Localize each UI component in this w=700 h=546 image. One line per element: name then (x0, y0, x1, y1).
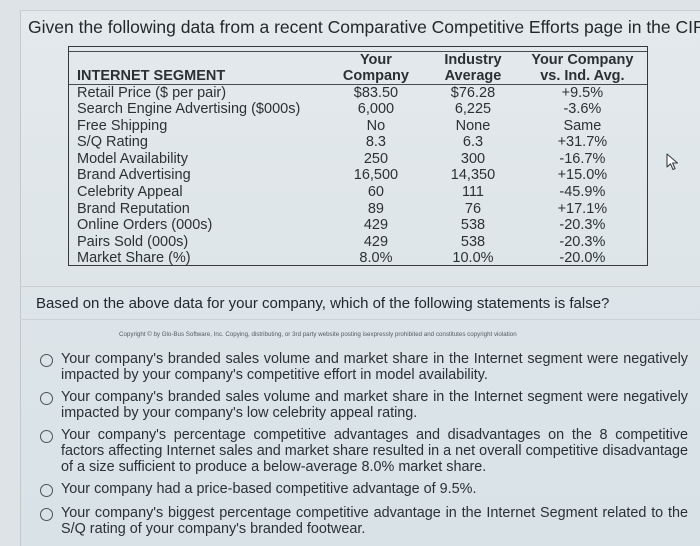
radio-button-icon[interactable] (40, 392, 53, 405)
cell-industry-avg: 14,350 (450, 167, 496, 184)
cell-industry-avg: 538 (460, 233, 486, 250)
cell-vs-ind-avg: -45.9% (559, 184, 606, 201)
header-vs-line1: Your Company (531, 51, 634, 68)
table-row: S/Q Rating 8.3 6.3 +31.7% (69, 134, 647, 151)
section-divider (20, 286, 700, 287)
cell-industry-avg: None (455, 117, 491, 134)
cell-your-company: 16,500 (353, 167, 399, 184)
header-industry-line2: Average (444, 67, 502, 84)
cell-vs-ind-avg: -20.3% (559, 217, 606, 234)
table-row: Free Shipping No None Same (69, 118, 647, 135)
cell-your-company: 6,000 (357, 101, 395, 118)
cell-vs-ind-avg: -20.3% (559, 233, 606, 250)
header-vs-line2: vs. Ind. Avg. (540, 67, 625, 84)
cell-industry-avg: 6,225 (454, 101, 492, 118)
cell-your-company: 8.0% (359, 250, 393, 267)
cell-your-company: 8.3 (365, 134, 387, 151)
cell-vs-ind-avg: +9.5% (561, 84, 604, 101)
answer-option-2[interactable]: Your company's branded sales volume and … (40, 389, 688, 421)
cell-vs-ind-avg: +15.0% (557, 167, 608, 184)
table-row: Pairs Sold (000s) 429 538 -20.3% (69, 234, 647, 251)
cell-industry-avg: 538 (460, 217, 486, 234)
table-row: Retail Price ($ per pair) $83.50 $76.28 +9.… (69, 84, 647, 101)
table-row: Online Orders (000s) 429 538 -20.3% (69, 217, 647, 234)
header-industry-line1: Industry (444, 51, 502, 68)
table-row: Search Engine Advertising ($000s) 6,000 6,… (69, 101, 647, 118)
cell-your-company: $83.50 (353, 84, 399, 101)
answer-option-4[interactable]: Your company had a price-based competiti… (40, 481, 688, 497)
cell-vs-ind-avg: -3.6% (563, 101, 602, 118)
cell-industry-avg: 111 (461, 184, 484, 201)
cell-vs-ind-avg: -20.0% (559, 250, 606, 267)
row-label: Celebrity Appeal (77, 184, 183, 201)
prompt-text: Based on the above data for your company… (36, 295, 610, 312)
competitive-efforts-table: INTERNET SEGMENT Your Company Industry A… (68, 46, 648, 266)
cell-vs-ind-avg: Same (563, 117, 602, 134)
row-label: Retail Price ($ per pair) (77, 84, 227, 101)
table-row: Brand Advertising 16,500 14,350 +15.0% (69, 167, 647, 184)
row-label: Brand Reputation (77, 200, 190, 217)
cell-industry-avg: $76.28 (450, 84, 496, 101)
header-your-company-line1: Your (359, 51, 392, 68)
row-label: Search Engine Advertising ($000s) (77, 101, 301, 118)
copyright-notice: Copyright © by Glo-Bus Software, Inc. Co… (119, 331, 517, 338)
mouse-pointer-icon (666, 153, 680, 176)
cell-industry-avg: 10.0% (452, 250, 494, 267)
header-segment: INTERNET SEGMENT (77, 67, 226, 84)
section-divider (20, 319, 700, 320)
row-label: Brand Advertising (77, 167, 191, 184)
cell-your-company: 250 (363, 150, 389, 167)
table-row: Model Availability 250 300 -16.7% (69, 151, 647, 168)
radio-button-icon[interactable] (40, 430, 53, 443)
radio-button-icon[interactable] (40, 484, 53, 497)
cell-industry-avg: 6.3 (462, 134, 484, 151)
cell-your-company: No (366, 117, 386, 134)
cell-vs-ind-avg: +17.1% (557, 200, 608, 217)
row-label: S/Q Rating (77, 134, 148, 151)
cell-your-company: 60 (367, 184, 384, 201)
answer-option-text: Your company's biggest percentage compet… (61, 505, 688, 537)
answer-option-text: Your company's percentage competitive ad… (61, 427, 688, 475)
header-your-company: Your Company (324, 51, 429, 84)
table-row: Brand Reputation 89 76 +17.1% (69, 201, 647, 218)
row-label: Model Availability (77, 150, 188, 167)
row-label: Market Share (%) (77, 250, 191, 267)
table-row: Celebrity Appeal 60 111 -45.9% (69, 184, 647, 201)
header-your-company-line2: Company (342, 67, 409, 84)
header-vs-ind-avg: Your Company vs. Ind. Avg. (518, 51, 647, 84)
header-industry-average: Industry Average (428, 51, 518, 84)
answer-option-text: Your company had a price-based competiti… (61, 481, 477, 497)
answer-option-5[interactable]: Your company's biggest percentage compet… (40, 505, 688, 537)
row-label: Online Orders (000s) (77, 217, 213, 234)
table-header-row: INTERNET SEGMENT Your Company Industry A… (69, 51, 647, 84)
answer-option-text: Your company's branded sales volume and … (61, 389, 688, 421)
question-panel (20, 10, 700, 546)
cell-industry-avg: 76 (464, 200, 482, 217)
row-label: Free Shipping (77, 117, 168, 134)
cell-your-company: 89 (367, 200, 384, 217)
radio-button-icon[interactable] (40, 354, 53, 367)
table-row: Market Share (%) 8.0% 10.0% -20.0% (69, 250, 647, 267)
row-label: Pairs Sold (000s) (77, 233, 189, 250)
question-text: Given the following data from a recent C… (28, 17, 700, 37)
answer-options: Your company's branded sales volume and … (40, 351, 688, 543)
answer-option-3[interactable]: Your company's percentage competitive ad… (40, 427, 688, 475)
cell-your-company: 429 (363, 233, 389, 250)
cell-vs-ind-avg: -16.7% (559, 150, 606, 167)
cell-industry-avg: 300 (460, 150, 486, 167)
answer-option-text: Your company's branded sales volume and … (61, 351, 688, 383)
radio-button-icon[interactable] (40, 508, 53, 521)
cell-your-company: 429 (363, 217, 389, 234)
cell-vs-ind-avg: +31.7% (557, 134, 608, 151)
answer-option-1[interactable]: Your company's branded sales volume and … (40, 351, 688, 383)
